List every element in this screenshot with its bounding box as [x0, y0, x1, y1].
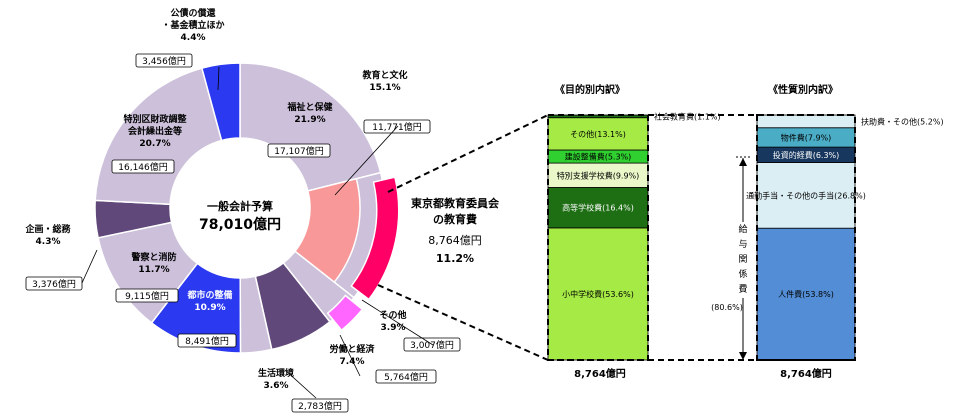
donut-labels: 福祉と保健21.9%17,107億円教育と文化15.1%11,771億円その他3… — [24, 7, 461, 413]
purpose-bar-total: 8,764億円 — [574, 367, 626, 380]
slice-pct-3: 7.4% — [340, 357, 365, 367]
slice-label-9-1: ・基金積立ほか — [161, 19, 224, 31]
slice-amount-box-4 — [291, 398, 349, 413]
callout-title-line2: の教育費 — [433, 212, 477, 226]
slice-pct-9: 4.4% — [181, 33, 206, 43]
slice-pct-0: 21.9% — [294, 115, 325, 125]
slice-pct-6: 11.7% — [138, 265, 169, 275]
slice-pct-5: 10.9% — [194, 303, 225, 313]
budget-donut-chart — [94, 62, 400, 354]
bracket-label-bg — [734, 222, 752, 298]
bar-2-label-3: 物件費(7.9%) — [781, 132, 832, 142]
slice-label-3-0: 労働と経済 — [329, 343, 375, 355]
leader-line-3 — [339, 334, 361, 377]
slice-amount-9: 3,456億円 — [142, 55, 186, 67]
slice-label-2-0: その他 — [379, 309, 406, 321]
slice-label-1-0: 教育と文化 — [361, 69, 407, 81]
slice-amount-box-7 — [25, 276, 83, 291]
slice-label-9-0: 公債の償還 — [170, 7, 216, 19]
bar-1-segment-0 — [547, 227, 649, 361]
callout-pct: 11.2% — [436, 252, 474, 265]
bar-1-segment-1 — [547, 187, 649, 229]
slice-pct-7: 4.3% — [36, 237, 61, 247]
slice-amount-box-0 — [267, 143, 331, 158]
bar-2-segment-1 — [756, 162, 856, 229]
slice-amount-7: 3,376億円 — [32, 278, 76, 290]
slice-amount-0: 17,107億円 — [274, 145, 324, 157]
slice-amount-box-5 — [177, 333, 237, 348]
slice-label-6-0: 警察と消防 — [131, 251, 176, 263]
slice-amount-box-8 — [111, 159, 175, 174]
slice-pct-1: 15.1% — [369, 83, 400, 93]
bar-2-outline — [756, 114, 856, 361]
slice-label-8-1: 会計繰出金等 — [128, 125, 182, 137]
center-total: 78,010億円 — [199, 216, 281, 233]
slice-label-8-0: 特別区財政調整 — [123, 113, 186, 125]
nature-breakdown-bar: 人件費(53.8%) 通勤手当・その他の手当(26.8%) 投資的経費(6.3%) 物… — [746, 114, 944, 361]
leader-line-2 — [361, 299, 434, 346]
bar-1-label-0: 小中学校費(53.6%) — [562, 289, 634, 299]
bar-2-segment-0 — [756, 227, 856, 361]
leader-line-7 — [81, 249, 98, 284]
slice-pct-8: 20.7% — [139, 139, 170, 149]
slice-amount-box-9 — [135, 53, 193, 68]
bar-2-label-4: 扶助費・その他(5.2%) — [861, 116, 944, 126]
salary-bracket-arrow-down — [739, 352, 747, 360]
bracket-pct: (80.6%) — [711, 303, 743, 312]
leader-line-4 — [284, 369, 317, 399]
nature-bar-total: 8,764億円 — [780, 367, 832, 380]
slice-label-5-0: 都市の整備 — [186, 289, 232, 301]
slice-amount-3: 5,764億円 — [384, 371, 428, 383]
slice-amount-box-1 — [363, 119, 431, 134]
leader-line-9 — [217, 66, 220, 91]
slice-amount-box-6 — [115, 288, 179, 303]
purpose-breakdown-bar: 小中学校費(53.6%) 高等学校費(16.4%) 特別支援学校費(9.9%) 建設整… — [547, 111, 721, 361]
leader-line-1 — [334, 125, 399, 196]
slice-pct-4: 3.6% — [264, 381, 289, 391]
slice-amount-2: 3,007億円 — [410, 339, 454, 351]
connector-bottom — [377, 284, 549, 361]
bar-2-label-0: 人件費(53.8%) — [778, 289, 834, 299]
bar-2-segment-4 — [756, 114, 856, 129]
slice-amount-4: 2,783億円 — [298, 400, 342, 412]
slice-amount-box-3 — [375, 369, 437, 384]
bar-1-label-4: その他(13.1%) — [570, 129, 626, 139]
slice-other-board — [326, 294, 364, 332]
slice-pct-2: 3.9% — [381, 323, 406, 333]
bar-1-label-5: 社会教育費(1.1%) — [654, 111, 721, 121]
donut-hole — [171, 139, 309, 277]
slice-label-7-0: 企画・総務 — [24, 223, 71, 235]
slice-label-0-0: 福祉と保健 — [286, 101, 332, 113]
purpose-bar-title: 《目的別内訳》 — [555, 83, 625, 96]
callout-title-line1: 東京都教育委員会 — [411, 196, 500, 210]
bar-1-segment-2 — [547, 162, 649, 188]
slice-amount-6: 9,115億円 — [125, 290, 169, 302]
bar-1-label-1: 高等学校費(16.4%) — [562, 203, 634, 213]
slice-amount-5: 8,491億円 — [185, 335, 229, 347]
slice-9 — [200, 62, 241, 142]
nature-bar-title: 《性質別内訳》 — [768, 83, 838, 96]
bracket-label: 給与関係費 — [738, 223, 747, 295]
slice-education-board — [350, 176, 400, 301]
bar-2-label-1: 通勤手当・その他の手当(26.8%) — [746, 190, 866, 200]
callout-amount: 8,764億円 — [428, 234, 482, 247]
salary-bracket-arrow-up — [739, 158, 747, 166]
center-title: 一般会計予算 — [207, 199, 273, 213]
slice-amount-8: 16,146億円 — [118, 161, 168, 173]
bar-2-label-2: 投資的経費(6.3%) — [773, 150, 840, 160]
bar-1-label-3: 建設整備費(5.3%) — [565, 152, 632, 162]
bar-1-label-2: 特別支援学校費(9.9%) — [557, 170, 640, 180]
